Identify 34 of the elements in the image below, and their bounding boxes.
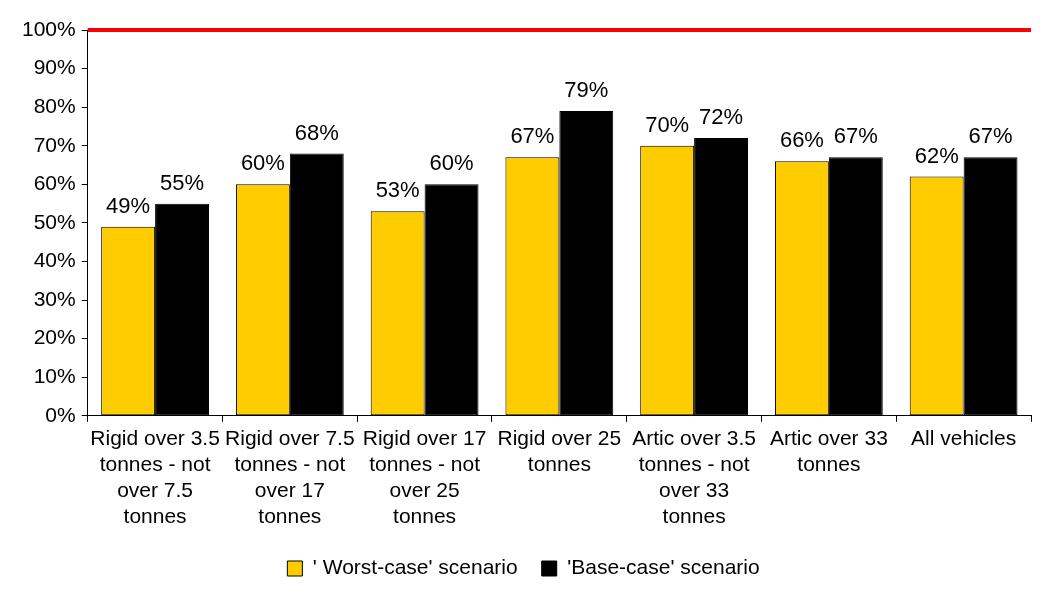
data-label: 67% <box>833 123 878 149</box>
data-label: 60% <box>429 150 474 176</box>
data-label: 62% <box>914 142 959 168</box>
legend-label: ' Worst-case' scenario <box>312 555 518 579</box>
data-label: 72% <box>699 104 744 130</box>
y-tick-label: 60% <box>33 171 76 195</box>
data-label: 70% <box>645 111 690 137</box>
x-tick-label: Artic over 33 tonnes <box>769 425 888 475</box>
y-tick-label: 100% <box>21 16 76 40</box>
data-label: 67% <box>968 123 1013 149</box>
y-tick-label: 40% <box>33 248 76 272</box>
data-label: 66% <box>779 127 824 153</box>
data-label: 49% <box>106 192 151 218</box>
y-tick-label: 10% <box>33 364 76 388</box>
x-tick-label: Artic over 3.5 tonnes - not over 33 tonnes <box>632 425 756 527</box>
data-label: 67% <box>510 123 555 149</box>
y-tick-label: 50% <box>33 209 76 233</box>
data-label: 79% <box>564 77 609 103</box>
data-label: 53% <box>375 177 420 203</box>
x-tick-label: Rigid over 25 tonnes <box>497 425 622 475</box>
x-tick-label: Rigid over 17 tonnes - not over 25 tonnes <box>362 425 487 527</box>
x-tick-label: All vehicles <box>911 425 1017 449</box>
y-tick-label: 90% <box>33 55 76 79</box>
y-tick-label: 0% <box>45 402 76 426</box>
x-tick-label: Rigid over 7.5 tonnes - not over 17 tonnes <box>225 425 355 527</box>
y-tick-label: 30% <box>33 286 76 310</box>
data-label: 60% <box>240 150 285 176</box>
y-tick-label: 20% <box>33 325 76 349</box>
x-tick-label: Rigid over 3.5 tonnes - not over 7.5 tonnes <box>90 425 220 527</box>
data-label: 68% <box>294 119 339 145</box>
data-label: 55% <box>160 169 205 195</box>
y-tick-label: 80% <box>33 93 76 117</box>
y-tick-label: 70% <box>33 132 76 156</box>
legend-label: 'Base-case' scenario <box>567 555 760 579</box>
